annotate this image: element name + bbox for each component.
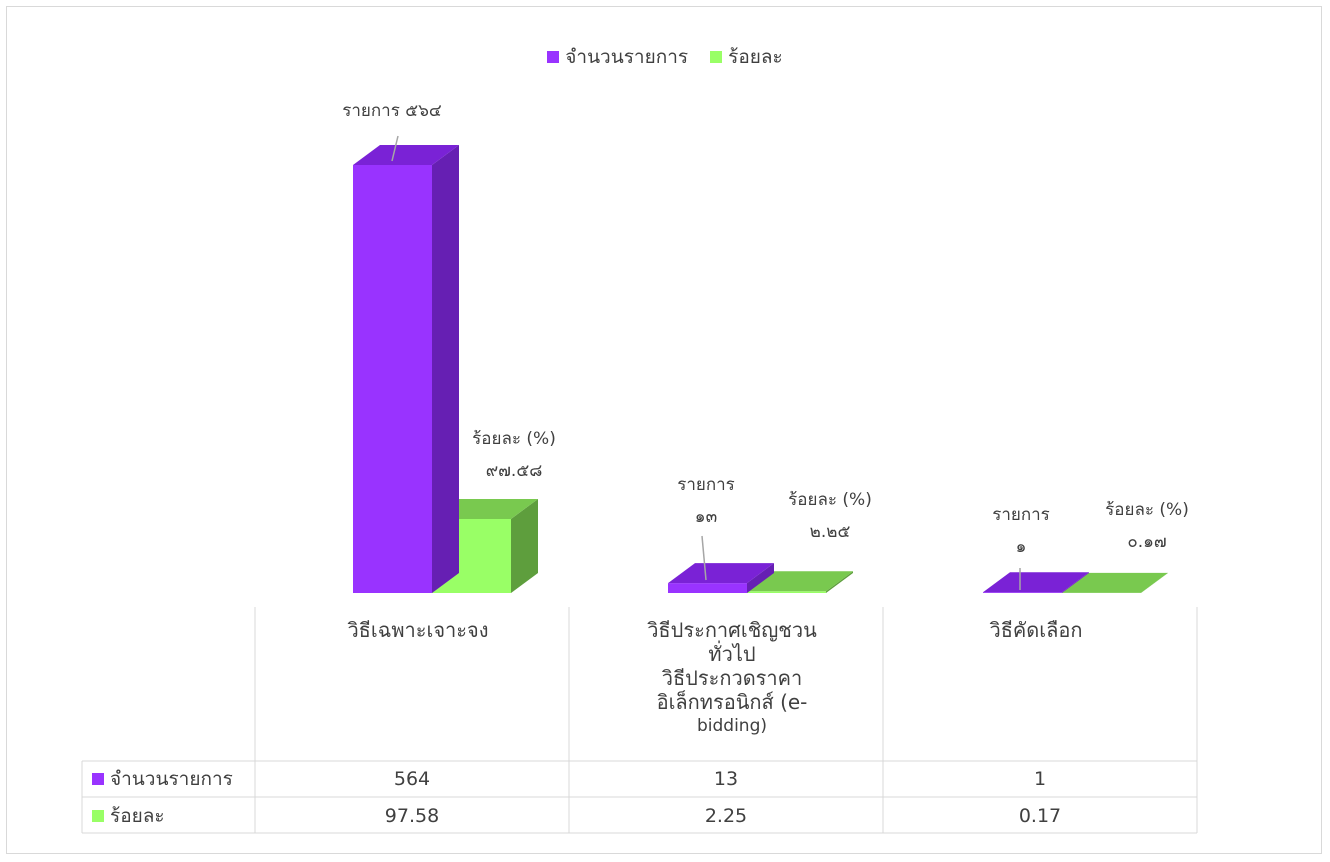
data-label-count-2: รายการ bbox=[992, 505, 1050, 525]
bar-percent-1 bbox=[747, 571, 853, 593]
bar-percent-2 bbox=[1062, 572, 1168, 593]
legend-label-count: จำนวนรายการ bbox=[565, 46, 689, 68]
data-label-count-1: ๑๓ bbox=[695, 507, 717, 527]
legend: จำนวนรายการ ร้อยละ bbox=[0, 42, 1330, 72]
chart-frame bbox=[6, 6, 1322, 854]
bar-count-2 bbox=[983, 572, 1089, 593]
data-label-percent-0: ร้อยละ (%) bbox=[472, 429, 556, 449]
data-label-count-1: รายการ bbox=[677, 475, 735, 495]
leader-line bbox=[391, 135, 399, 162]
legend-label-percent: ร้อยละ bbox=[728, 46, 783, 68]
data-label-percent-0: ๙๗.๕๘ bbox=[486, 461, 543, 481]
leader-line bbox=[701, 535, 707, 581]
data-label-percent-1: ร้อยละ (%) bbox=[788, 490, 872, 510]
data-label-percent-2: ร้อยละ (%) bbox=[1105, 500, 1189, 520]
bar-count-0 bbox=[353, 145, 459, 593]
legend-item-count: จำนวนรายการ bbox=[547, 42, 688, 72]
bar-count-1 bbox=[668, 563, 774, 593]
data-label-count-2: ๑ bbox=[1016, 537, 1027, 557]
legend-item-percent: ร้อยละ bbox=[710, 42, 783, 72]
data-label-count-0: รายการ ๕๖๔ bbox=[342, 101, 442, 121]
data-label-percent-2: ๐.๑๗ bbox=[1127, 532, 1166, 552]
legend-swatch-count bbox=[547, 51, 560, 63]
legend-swatch-percent bbox=[710, 51, 723, 63]
data-label-percent-1: ๒.๒๕ bbox=[810, 522, 851, 542]
